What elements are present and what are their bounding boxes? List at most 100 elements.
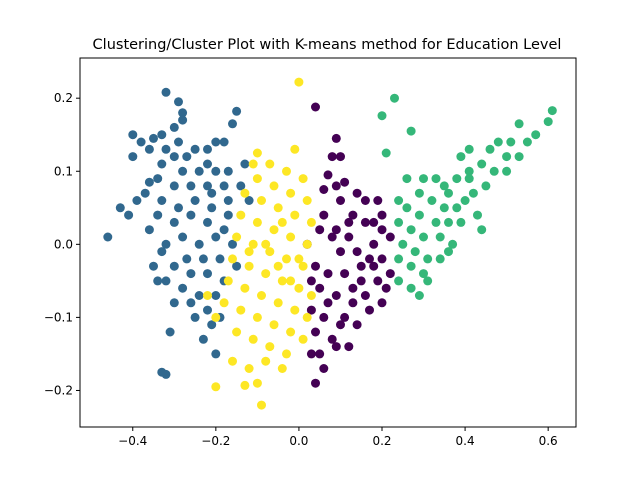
cluster-1-point: [153, 174, 163, 184]
cluster-3-point: [257, 400, 266, 410]
cluster-1-point: [157, 196, 167, 205]
cluster-3-point: [219, 298, 229, 308]
cluster-2-point: [402, 203, 412, 213]
cluster-1-point: [178, 166, 188, 176]
cluster-2-point: [414, 188, 424, 198]
cluster-3-point: [252, 174, 262, 184]
cluster-3-point: [248, 159, 258, 169]
axes-frame: [79, 57, 577, 428]
cluster-3-point: [252, 148, 262, 158]
x-axis: −0.4 −0.2 0.0 0.2 0.4 0.6: [118, 427, 558, 448]
cluster-1-point: [157, 130, 167, 140]
cluster-2-point: [481, 181, 491, 191]
cluster-3-point: [302, 239, 312, 249]
cluster-2-point: [543, 117, 553, 127]
cluster-1-point: [153, 276, 163, 286]
cluster-3-point: [277, 364, 287, 373]
cluster-1-point: [232, 106, 242, 116]
cluster-2-point: [439, 181, 449, 191]
cluster-1-point: [161, 369, 171, 379]
cluster-0-point: [306, 276, 316, 286]
cluster-1-point: [203, 181, 212, 191]
cluster-2-point: [452, 203, 462, 213]
cluster-1-point: [186, 269, 196, 279]
cluster-3-point: [298, 174, 308, 184]
cluster-1-point: [207, 203, 217, 213]
cluster-2-point: [456, 152, 466, 162]
cluster-2-point: [406, 225, 416, 235]
cluster-0-point: [373, 276, 383, 286]
cluster-0-point: [340, 269, 350, 279]
cluster-1-point: [128, 130, 138, 140]
cluster-3-point: [286, 327, 296, 337]
cluster-2-point: [435, 232, 445, 242]
cluster-1-point: [178, 283, 188, 293]
cluster-1-point: [161, 87, 171, 97]
cluster-1-point: [219, 181, 229, 191]
cluster-0-point: [360, 196, 370, 205]
cluster-0-point: [352, 320, 362, 330]
cluster-3-point: [265, 342, 275, 352]
cluster-2-point: [377, 111, 387, 121]
cluster-0-point: [356, 261, 366, 271]
cluster-0-point: [331, 133, 341, 143]
cluster-0-point: [311, 261, 320, 271]
cluster-2-point: [464, 174, 474, 184]
cluster-3-point: [203, 291, 212, 300]
cluster-3-point: [282, 349, 291, 359]
cluster-1-point: [236, 181, 246, 191]
y-tick-label: 0.0: [54, 237, 73, 251]
cluster-0-point: [331, 291, 341, 300]
cluster-3-point: [286, 276, 296, 286]
cluster-1-point: [103, 232, 113, 242]
cluster-0-point: [315, 349, 325, 359]
cluster-3-point: [269, 320, 279, 330]
cluster-3-point: [240, 188, 250, 198]
cluster-2-point: [406, 261, 416, 271]
cluster-1-point: [203, 269, 212, 279]
cluster-1-point: [153, 210, 163, 220]
cluster-2-point: [419, 269, 428, 279]
cluster-3-point: [302, 196, 312, 205]
cluster-0-point: [306, 349, 316, 359]
cluster-3-point: [244, 261, 254, 271]
cluster-1-point: [149, 261, 158, 271]
cluster-2-point: [514, 119, 524, 129]
cluster-1-point: [207, 320, 217, 330]
cluster-2-point: [406, 126, 416, 136]
cluster-3-point: [277, 276, 287, 286]
cluster-1-point: [178, 108, 188, 118]
cluster-0-point: [323, 170, 333, 180]
y-tick-label: −0.2: [44, 383, 73, 397]
cluster-3-point: [298, 261, 308, 271]
cluster-3-point: [265, 247, 275, 257]
x-tick-label: 0.0: [289, 434, 308, 448]
cluster-2-point: [439, 203, 449, 213]
cluster-1-point: [132, 196, 142, 205]
cluster-1-point: [186, 181, 196, 191]
cluster-1-point: [169, 217, 179, 227]
x-tick-label: 0.4: [456, 434, 475, 448]
cluster-0-point: [319, 185, 329, 194]
cluster-0-point: [377, 210, 387, 220]
cluster-0-point: [369, 239, 379, 249]
cluster-3-point: [286, 188, 296, 198]
cluster-1-point: [165, 327, 175, 337]
cluster-1-point: [194, 291, 204, 300]
cluster-1-point: [144, 225, 154, 235]
cluster-0-point: [385, 232, 395, 242]
cluster-0-point: [381, 283, 391, 293]
cluster-2-point: [423, 276, 433, 286]
cluster-0-point: [306, 305, 316, 315]
cluster-0-point: [365, 254, 374, 264]
cluster-2-point: [419, 232, 428, 242]
cluster-2-point: [514, 152, 524, 162]
cluster-0-point: [377, 254, 387, 264]
cluster-2-point: [464, 144, 474, 154]
cluster-1-point: [232, 261, 242, 271]
cluster-1-point: [190, 312, 200, 322]
y-tick-label: 0.2: [54, 91, 73, 105]
cluster-3-point: [228, 254, 237, 264]
cluster-2-point: [431, 174, 441, 184]
cluster-2-point: [402, 174, 412, 184]
